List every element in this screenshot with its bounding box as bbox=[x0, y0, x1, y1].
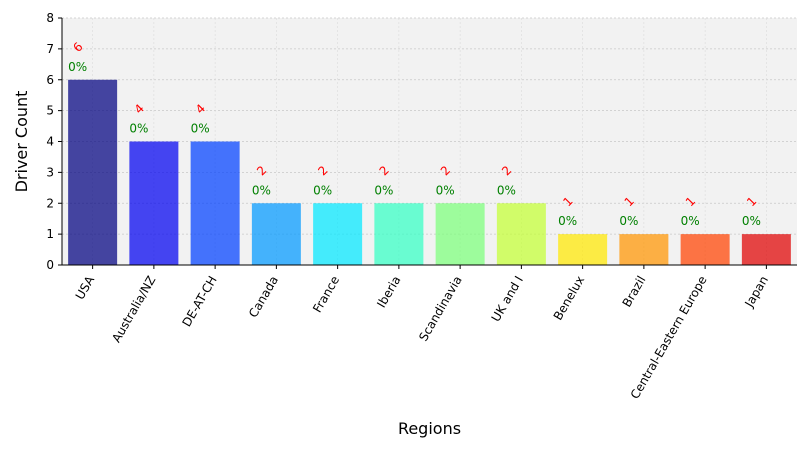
x-tick-label: Iberia bbox=[374, 274, 403, 311]
y-tick-label: 2 bbox=[46, 196, 54, 210]
x-tick-label: Canada bbox=[246, 274, 281, 321]
bar-percent-label: 0% bbox=[681, 214, 700, 228]
x-tick-label: DE-AT-CH bbox=[180, 274, 220, 330]
y-tick-label: 1 bbox=[46, 227, 54, 241]
x-tick-label: Australia/NZ bbox=[109, 274, 158, 345]
bar-percent-label: 0% bbox=[558, 214, 577, 228]
x-tick-label: UK and I bbox=[489, 274, 526, 325]
y-tick-label: 5 bbox=[46, 104, 54, 118]
bar bbox=[680, 234, 730, 265]
bar-percent-label: 0% bbox=[374, 183, 393, 197]
bar-percent-label: 0% bbox=[742, 214, 761, 228]
y-axis-title: Driver Count bbox=[12, 91, 31, 193]
bar bbox=[190, 141, 240, 265]
bar-percent-label: 0% bbox=[436, 183, 455, 197]
y-tick-label: 6 bbox=[46, 73, 54, 87]
bar bbox=[68, 79, 118, 265]
x-tick-label: Brazil bbox=[620, 274, 649, 310]
bar-percent-label: 0% bbox=[129, 122, 148, 136]
bar bbox=[129, 141, 179, 265]
bar bbox=[741, 234, 791, 265]
bar-percent-label: 0% bbox=[191, 122, 210, 136]
y-axis-ticks: 0 1 2 3 4 5 6 7 8 bbox=[46, 11, 62, 272]
y-tick-label: 3 bbox=[46, 165, 54, 179]
bar bbox=[558, 234, 608, 265]
x-axis-title: Regions bbox=[398, 419, 461, 438]
x-tick-label: Japan bbox=[742, 274, 771, 311]
bar bbox=[619, 234, 669, 265]
x-tick-label: Scandinavia bbox=[416, 274, 465, 344]
bars bbox=[68, 79, 791, 265]
bar bbox=[313, 203, 363, 265]
bar-percent-label: 0% bbox=[497, 183, 516, 197]
bar-percent-label: 0% bbox=[313, 183, 332, 197]
bar-percent-label: 0% bbox=[619, 214, 638, 228]
bar bbox=[374, 203, 424, 265]
x-axis-ticks: USA Australia/NZ DE-AT-CH Canada France Iberi… bbox=[73, 265, 771, 401]
y-tick-label: 0 bbox=[46, 258, 54, 272]
x-tick-label: Benelux bbox=[551, 274, 587, 323]
bar-percent-label: 0% bbox=[68, 60, 87, 74]
x-tick-label: France bbox=[310, 274, 342, 316]
bar bbox=[435, 203, 485, 265]
bar-labels: 0%60%40%40%20%20%20%20%20%10%10%10%1 bbox=[68, 40, 761, 229]
y-tick-label: 7 bbox=[46, 42, 54, 56]
bar bbox=[251, 203, 301, 265]
y-tick-label: 4 bbox=[46, 135, 54, 149]
bar bbox=[496, 203, 546, 265]
y-tick-label: 8 bbox=[46, 11, 54, 25]
bar-percent-label: 0% bbox=[252, 183, 271, 197]
x-tick-label: USA bbox=[73, 273, 98, 302]
